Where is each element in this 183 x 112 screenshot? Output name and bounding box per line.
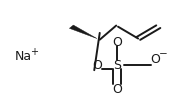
Polygon shape — [69, 26, 97, 39]
Text: O: O — [112, 36, 122, 48]
Text: +: + — [30, 47, 38, 56]
Text: O: O — [92, 58, 102, 71]
Text: O: O — [151, 53, 160, 66]
Text: O: O — [112, 82, 122, 95]
Text: S: S — [113, 58, 121, 71]
Text: Na: Na — [15, 50, 32, 62]
Text: −: − — [158, 49, 167, 59]
